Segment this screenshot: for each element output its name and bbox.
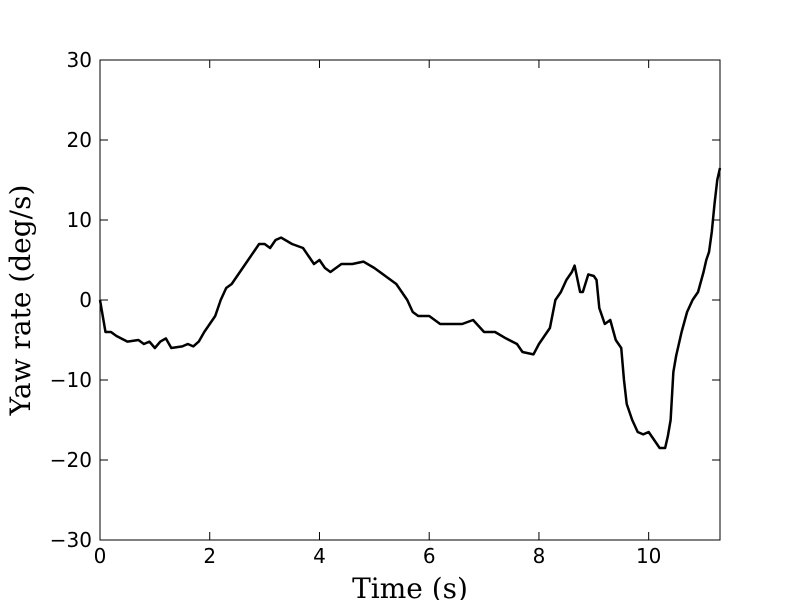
y-tick-label: −10 (50, 368, 92, 392)
x-tick-label: 4 (313, 544, 326, 568)
x-tick-label: 2 (203, 544, 216, 568)
data-line (98, 167, 722, 450)
y-axis-label: Yaw rate (deg/s) (4, 185, 37, 417)
x-axis-label: Time (s) (352, 572, 468, 600)
x-tick-label: 0 (94, 544, 107, 568)
y-tick-label: 20 (67, 128, 92, 152)
x-tick-label: 6 (423, 544, 436, 568)
x-tick-label: 8 (533, 544, 546, 568)
y-tick-label: 0 (79, 288, 92, 312)
y-tick-label: −30 (50, 528, 92, 552)
y-tick-label: 30 (67, 48, 92, 72)
y-tick-label: −20 (50, 448, 92, 472)
plot-frame (99, 59, 721, 541)
y-tick-label: 10 (67, 208, 92, 232)
x-tick-label: 10 (636, 544, 661, 568)
